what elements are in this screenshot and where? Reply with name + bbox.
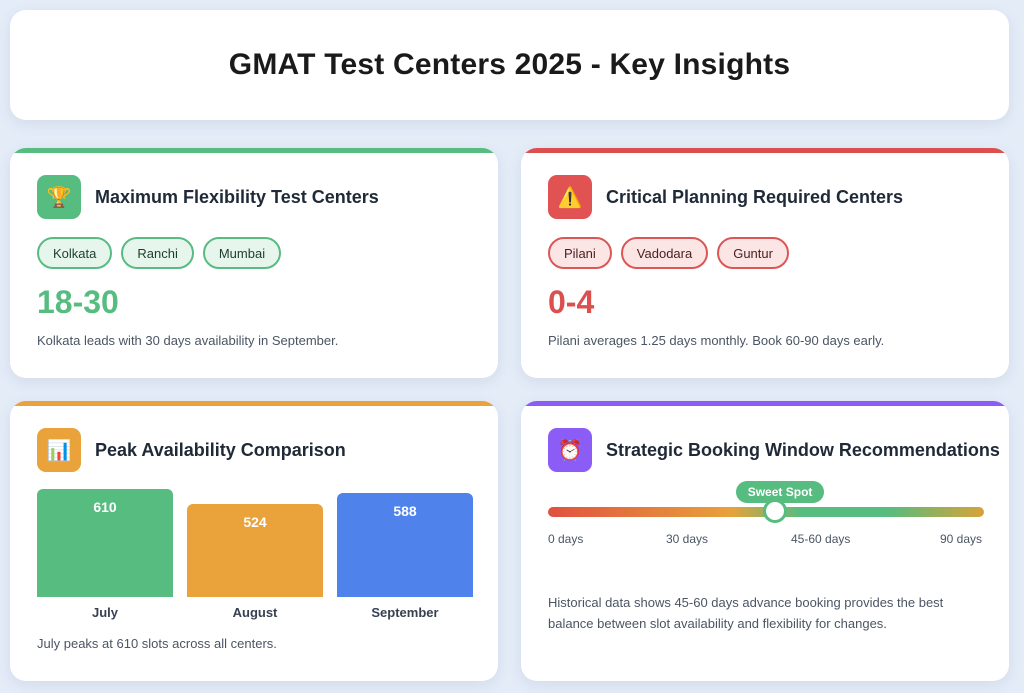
bar-chart-icon: 📊	[37, 428, 81, 472]
bar-july: 610	[37, 489, 173, 597]
bar-value-label: 588	[393, 503, 417, 519]
sweet-spot-handle[interactable]	[762, 499, 787, 523]
tick-0-days: 0 days	[548, 532, 584, 546]
tag-pilani[interactable]: Pilani	[548, 237, 612, 269]
tag-guntur[interactable]: Guntur	[717, 237, 789, 269]
card-header: ⏰ Strategic Booking Window Recommendatio…	[548, 428, 1000, 472]
card-title: Strategic Booking Window Recommendations	[606, 439, 1000, 460]
bar-category-label: July	[91, 605, 118, 620]
tag-vadodara[interactable]: Vadodara	[620, 237, 709, 269]
bar-august: 524	[187, 504, 323, 597]
card-description: Pilani averages 1.25 days monthly. Book …	[548, 333, 885, 348]
description-line-1: Historical data shows 45-60 days advance…	[548, 595, 944, 610]
header: GMAT Test Centers 2025 - Key Insights	[10, 10, 1009, 120]
warning-icon: ⚠️	[548, 175, 592, 219]
card-accent-bar	[521, 401, 1009, 406]
center-tags: Kolkata Ranchi Mumbai	[37, 237, 282, 269]
bar-category-label: September	[371, 605, 439, 620]
card-title: Maximum Flexibility Test Centers	[95, 186, 379, 207]
bar-value-label: 524	[243, 514, 267, 530]
card-accent-bar	[10, 401, 498, 406]
trophy-icon: 🏆	[37, 175, 81, 219]
alarm-clock-icon: ⏰	[548, 428, 592, 472]
bar-fill: 588	[337, 493, 473, 597]
booking-window-card: ⏰ Strategic Booking Window Recommendatio…	[521, 401, 1009, 681]
center-tags: Pilani Vadodara Guntur	[548, 237, 789, 269]
tag-mumbai[interactable]: Mumbai	[202, 237, 282, 269]
bar-category-label: August	[232, 605, 278, 620]
card-header: 📊 Peak Availability Comparison	[37, 428, 346, 472]
sweet-spot-badge: Sweet Spot	[735, 481, 825, 503]
flexibility-card: 🏆 Maximum Flexibility Test Centers Kolka…	[10, 148, 498, 378]
bar-fill: 610	[37, 489, 173, 597]
bar-fill: 524	[187, 504, 323, 597]
critical-card: ⚠️ Critical Planning Required Centers Pi…	[521, 148, 1009, 378]
bar-september: 588	[337, 493, 473, 597]
card-title: Peak Availability Comparison	[95, 439, 346, 460]
card-header: ⚠️ Critical Planning Required Centers	[548, 175, 903, 219]
card-header: 🏆 Maximum Flexibility Test Centers	[37, 175, 379, 219]
tick-30-days: 30 days	[666, 532, 709, 546]
availability-range: 0-4	[548, 284, 595, 320]
card-title: Critical Planning Required Centers	[606, 186, 904, 207]
page-title: GMAT Test Centers 2025 - Key Insights	[228, 48, 791, 81]
tag-kolkata[interactable]: Kolkata	[37, 237, 113, 269]
card-accent-bar	[10, 148, 498, 153]
bar-value-label: 610	[93, 499, 117, 515]
card-description: July peaks at 610 slots across all cente…	[37, 636, 277, 651]
availability-range: 18-30	[37, 284, 119, 320]
card-accent-bar	[521, 148, 1009, 153]
peak-bar-chart: 610 July 524 August 588 September	[37, 489, 473, 620]
description-line-2: balance between slot availability and fl…	[548, 616, 887, 631]
tick-90-days: 90 days	[939, 532, 982, 546]
card-description: Kolkata leads with 30 days availability …	[37, 333, 339, 348]
peak-card: 📊 Peak Availability Comparison 610 July 52…	[10, 401, 498, 681]
tick-45-60-days: 45-60 days	[791, 532, 851, 546]
card-description: Historical data shows 45-60 days advance…	[548, 592, 943, 634]
tag-ranchi[interactable]: Ranchi	[121, 237, 194, 269]
